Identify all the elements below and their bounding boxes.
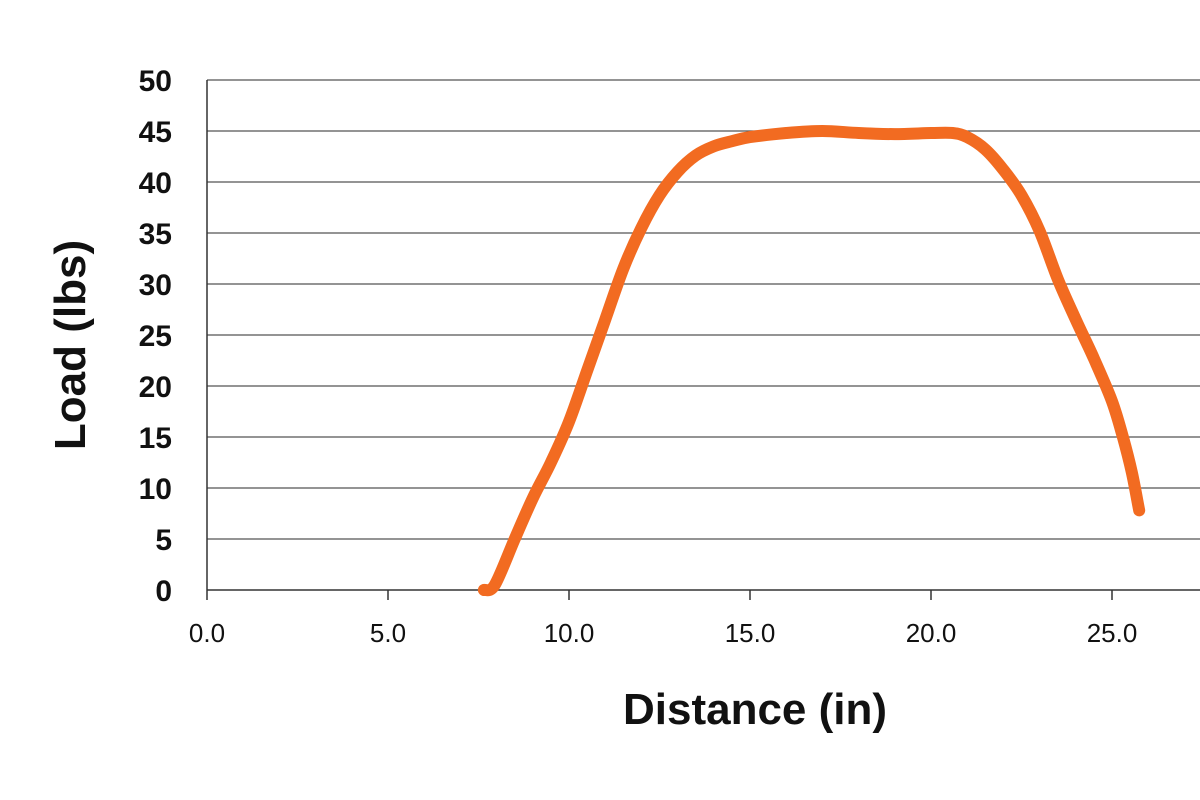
y-tick-label: 40 — [139, 167, 172, 200]
x-tick-label: 10.0 — [544, 618, 595, 648]
series-line — [477, 125, 1146, 597]
y-tick-label: 15 — [139, 422, 172, 455]
y-tick-label: 45 — [139, 116, 172, 149]
x-tick-label: 15.0 — [725, 618, 776, 648]
x-tick-label: 5.0 — [370, 618, 406, 648]
x-tick-label: 0.0 — [189, 618, 225, 648]
y-tick-label: 0 — [155, 575, 172, 608]
y-tick-label: 25 — [139, 320, 172, 353]
series-layer — [477, 125, 1146, 597]
x-tick-label: 25.0 — [1087, 618, 1138, 648]
y-tick-label: 50 — [139, 65, 172, 98]
x-tick-labels: 0.0 5.0 10.0 15.0 20.0 25.0 — [189, 618, 1137, 648]
y-tick-label: 35 — [139, 218, 172, 251]
y-tick-label: 10 — [139, 473, 172, 506]
y-tick-label: 5 — [155, 524, 172, 557]
axes — [206, 80, 1200, 600]
gridlines — [207, 79, 1200, 540]
y-tick-label: 30 — [139, 269, 172, 302]
y-tick-label: 20 — [139, 371, 172, 404]
x-tick-label: 20.0 — [906, 618, 957, 648]
x-axis-label: Distance (in) — [623, 685, 887, 734]
y-axis-label: Load (lbs) — [46, 240, 95, 450]
y-tick-labels: 0 5 10 15 20 25 30 35 40 45 50 — [139, 65, 172, 608]
